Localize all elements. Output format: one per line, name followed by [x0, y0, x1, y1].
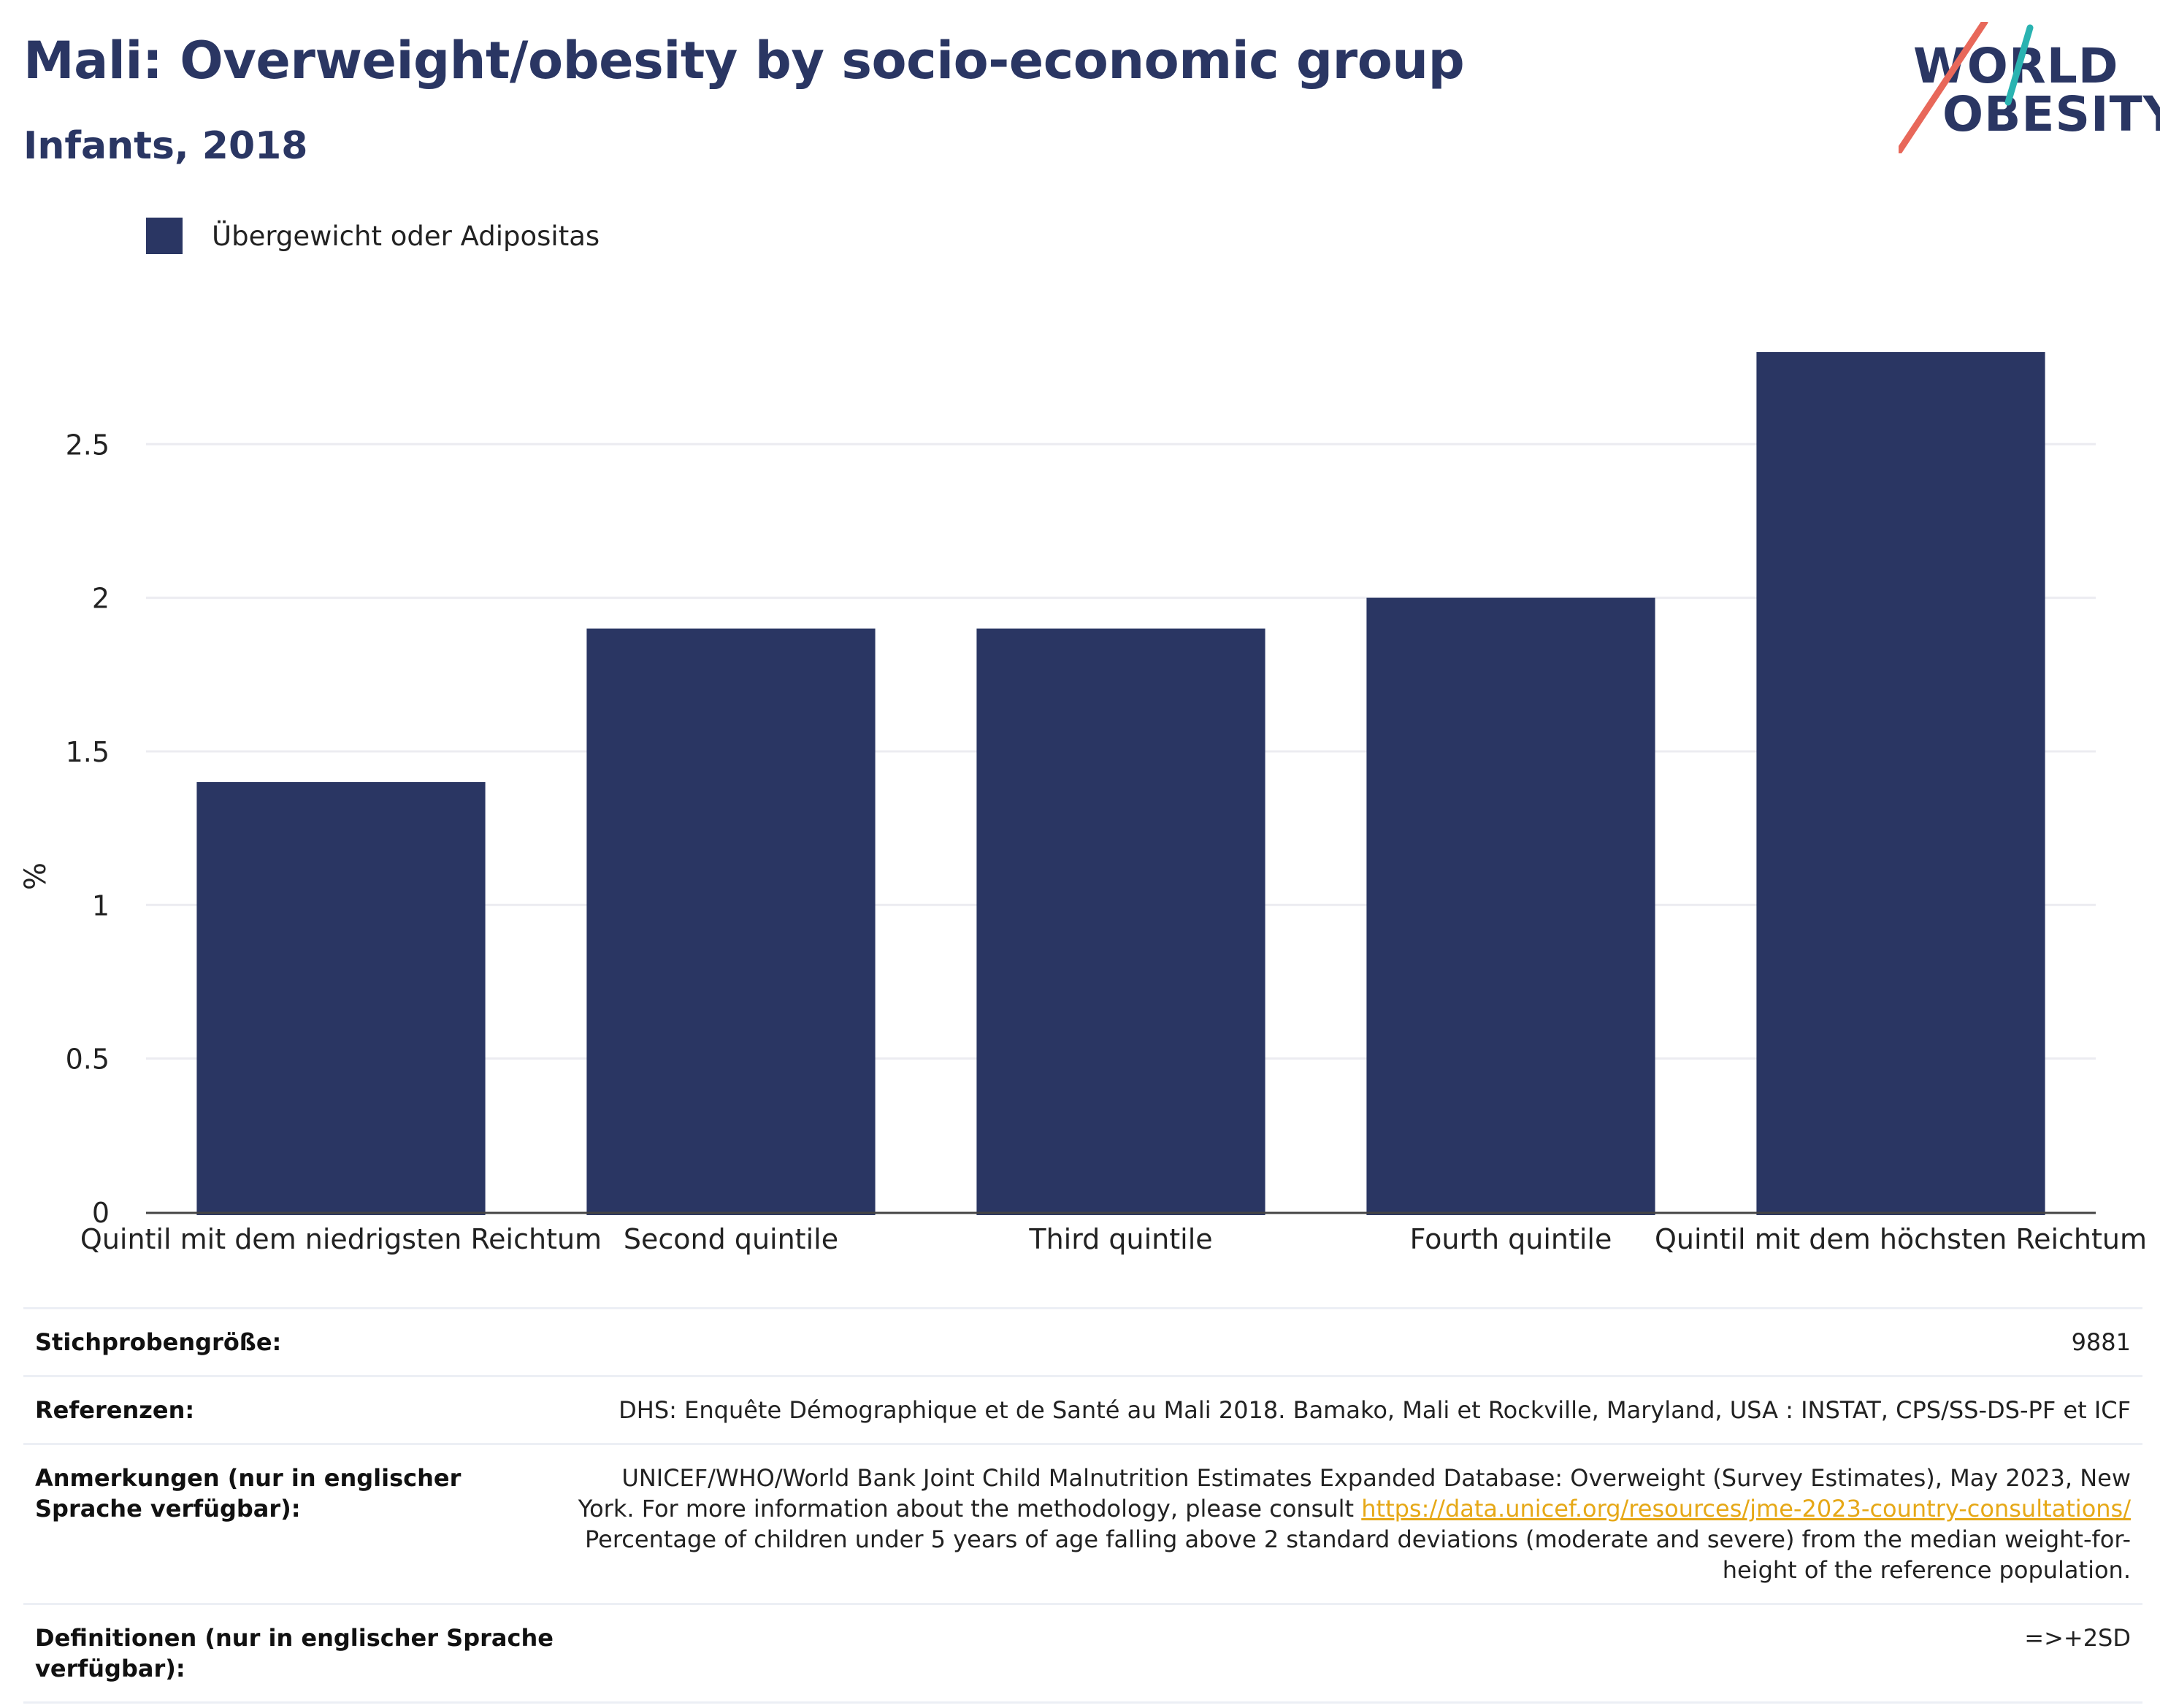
y-tick-label: 0.5 — [66, 1043, 110, 1076]
notes-value: UNICEF/WHO/World Bank Joint Child Malnut… — [561, 1463, 2131, 1585]
x-axis-ticks: Quintil mit dem niedrigsten Reichtum Seco… — [80, 1223, 2147, 1255]
definitions-value: =>+2SD — [2024, 1624, 2131, 1652]
x-tick-label: Second quintile — [624, 1223, 838, 1255]
bar — [1756, 352, 2045, 1215]
references-label: Referenzen: — [35, 1396, 195, 1424]
notes-text-1: UNICEF/WHO/World Bank Joint Child Malnut… — [578, 1464, 2131, 1523]
y-tick-label: 1.5 — [66, 736, 110, 768]
logo-line-2: OBESITY — [1942, 86, 2160, 142]
bar — [586, 628, 876, 1215]
logo-slash-icon — [1899, 22, 2034, 153]
x-tick-label: Third quintile — [1028, 1223, 1212, 1255]
notes-text-2: Percentage of children under 5 years of … — [585, 1525, 2131, 1584]
notes-row: Anmerkungen (nur in englischer Sprache v… — [23, 1443, 2142, 1603]
y-tick-label: 2.5 — [66, 429, 110, 461]
x-tick-label: Quintil mit dem niedrigsten Reichtum — [80, 1223, 602, 1255]
sample-size-value: 9881 — [2071, 1328, 2131, 1356]
notes-link[interactable]: https://data.unicef.org/resources/jme-20… — [1361, 1495, 2131, 1523]
y-axis-ticks: 0 0.5 1 1.5 2 2.5 — [66, 429, 110, 1229]
y-tick-label: 0 — [92, 1197, 110, 1229]
x-tick-label: Fourth quintile — [1410, 1223, 1612, 1255]
definitions-row: Definitionen (nur in englischer Sprache … — [23, 1603, 2142, 1704]
y-tick-label: 1 — [92, 889, 110, 922]
metadata-table: Stichprobengröße: 9881 Referenzen: DHS: … — [23, 1307, 2142, 1704]
legend[interactable]: Übergewicht oder Adipositas — [146, 218, 600, 254]
logo-slash-red — [1899, 22, 1988, 153]
references-value: DHS: Enquête Démographique et de Santé a… — [618, 1396, 2131, 1424]
chart-title: Mali: Overweight/obesity by socio-econom… — [23, 31, 1465, 91]
definitions-label: Definitionen (nur in englischer Sprache … — [35, 1624, 554, 1682]
bar — [196, 782, 486, 1215]
references-row: Referenzen: DHS: Enquête Démographique e… — [23, 1375, 2142, 1443]
bars — [196, 352, 2045, 1215]
legend-swatch — [146, 218, 183, 254]
bar — [1366, 597, 1655, 1215]
chart-subtitle: Infants, 2018 — [23, 124, 308, 168]
world-obesity-logo[interactable]: WORLD OBESITY — [1899, 22, 2160, 153]
sample-size-row: Stichprobengröße: 9881 — [23, 1307, 2142, 1375]
y-tick-label: 2 — [92, 583, 110, 615]
notes-label: Anmerkungen (nur in englischer Sprache v… — [35, 1464, 462, 1523]
sample-size-label: Stichprobengröße: — [35, 1328, 282, 1356]
legend-label: Übergewicht oder Adipositas — [212, 220, 600, 252]
logo-slash-teal — [2004, 24, 2034, 106]
y-axis-label: % — [19, 862, 53, 890]
bar-chart: 0 0.5 1 1.5 2 2.5 Quintil mit dem niedrigsten… — [19, 352, 2147, 1255]
bar — [976, 628, 1265, 1215]
x-tick-label: Quintil mit dem höchsten Reichtum — [1655, 1223, 2147, 1255]
